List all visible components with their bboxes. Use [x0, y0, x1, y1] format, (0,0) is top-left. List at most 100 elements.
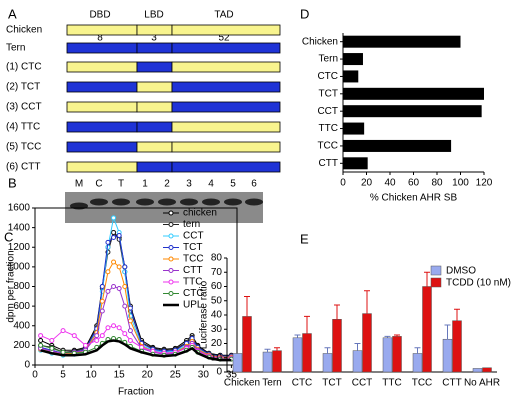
bar: [352, 350, 363, 373]
error-bar: [454, 308, 460, 321]
category-label: CTT: [319, 158, 338, 169]
gel-band: [158, 198, 176, 206]
x-tick-label: 100: [452, 178, 469, 189]
error-bar: [394, 334, 400, 337]
bar: [362, 313, 372, 373]
bar: [343, 87, 484, 100]
bar: [482, 367, 492, 373]
gel-band: [112, 198, 130, 206]
domain-label: LBD: [144, 10, 163, 21]
legend-label: TTC: [183, 277, 202, 288]
data-point: [94, 333, 100, 339]
error-bar: [354, 343, 361, 351]
error-bar: [294, 334, 301, 338]
bar: [422, 286, 432, 373]
category-label: Tern: [319, 54, 338, 65]
construct-label: Chicken: [6, 25, 42, 36]
data-point: [111, 234, 117, 240]
legend-label: TCC: [183, 254, 204, 265]
data-point: [116, 285, 122, 291]
construct-segment: [66, 161, 138, 173]
lane-label: C: [95, 179, 102, 190]
category-label: CTT: [442, 378, 461, 389]
lane-label: M: [75, 179, 83, 190]
x-tick-label: 120: [476, 178, 493, 189]
legend-label: CCT: [183, 231, 204, 242]
bar: [302, 333, 312, 373]
bar: [343, 157, 368, 170]
data-point: [99, 298, 105, 304]
error-bar: [274, 347, 280, 351]
data-point: [116, 264, 122, 270]
construct-segment: [171, 141, 281, 153]
data-point: [94, 337, 100, 343]
y-tick-label: 40: [211, 310, 223, 321]
construct-segment: [136, 101, 173, 113]
legend-swatch: [430, 277, 442, 288]
construct-segment: [136, 61, 173, 73]
lane-label: 4: [208, 179, 214, 190]
gel-band: [90, 198, 108, 206]
x-tick-label: 35: [226, 370, 238, 381]
bar: [292, 337, 303, 373]
y-tick-label: 1400: [8, 222, 31, 233]
construct-segment: [171, 101, 281, 113]
data-point: [60, 328, 66, 334]
category-label: CCT: [352, 378, 373, 389]
construct-label: Tern: [6, 43, 25, 54]
data-point: [111, 259, 117, 265]
y-tick-label: 800: [13, 281, 30, 292]
y-tick-label: 1000: [8, 262, 31, 273]
construct-segment: [66, 61, 138, 73]
error-bar: [304, 315, 310, 334]
y-tick-label: 20: [211, 338, 223, 349]
legend-marker: [168, 222, 174, 227]
bar: [452, 320, 462, 373]
data-point: [127, 318, 133, 324]
category-label: Chicken: [302, 36, 338, 47]
construct-segment: [66, 101, 138, 113]
construct-segment: [136, 141, 173, 153]
category-label: TTC: [319, 123, 338, 134]
category-label: CCT: [317, 106, 338, 117]
data-point: [105, 269, 111, 275]
category-label: CTC: [292, 378, 313, 389]
data-point: [71, 333, 77, 339]
x-tick-label: 20: [361, 178, 373, 189]
category-label: No AHR: [464, 378, 500, 389]
error-bar: [384, 335, 391, 338]
data-point: [116, 325, 122, 331]
bar: [343, 105, 482, 118]
data-point: [49, 337, 55, 343]
data-point: [116, 232, 122, 238]
y-tick-label: 400: [13, 320, 30, 331]
legend-label: TCDD (10 nM): [446, 278, 511, 289]
bar: [343, 122, 365, 135]
construct-segment: [171, 161, 281, 173]
legend-marker: [168, 210, 174, 216]
construct-segment: [136, 81, 173, 93]
y-tick-label: 70: [211, 267, 223, 278]
y-tick-label: 50: [211, 295, 223, 306]
y-axis-label: dpm per fraction: [6, 250, 17, 322]
data-point: [127, 328, 133, 334]
legend-marker: [168, 233, 174, 239]
domain-label: DBD: [89, 10, 110, 21]
y-tick-label: 10: [211, 352, 223, 363]
legend-label: tern: [183, 219, 200, 230]
y-tick-label: 0: [24, 360, 30, 371]
legend-label: CTC: [183, 288, 204, 299]
error-bar: [334, 304, 340, 320]
data-point: [122, 331, 128, 337]
data-point: [99, 333, 105, 339]
construct-segment: [136, 121, 173, 133]
y-tick-label: 200: [13, 340, 30, 351]
construct-label: (2) TCT: [6, 82, 40, 93]
legend-marker: [168, 268, 174, 273]
bar: [392, 336, 402, 373]
construct-segment: [136, 161, 173, 173]
construct-label: (6) CTT: [6, 162, 40, 173]
category-label: TCC: [317, 141, 338, 152]
x-axis-label: Fraction: [118, 387, 154, 398]
